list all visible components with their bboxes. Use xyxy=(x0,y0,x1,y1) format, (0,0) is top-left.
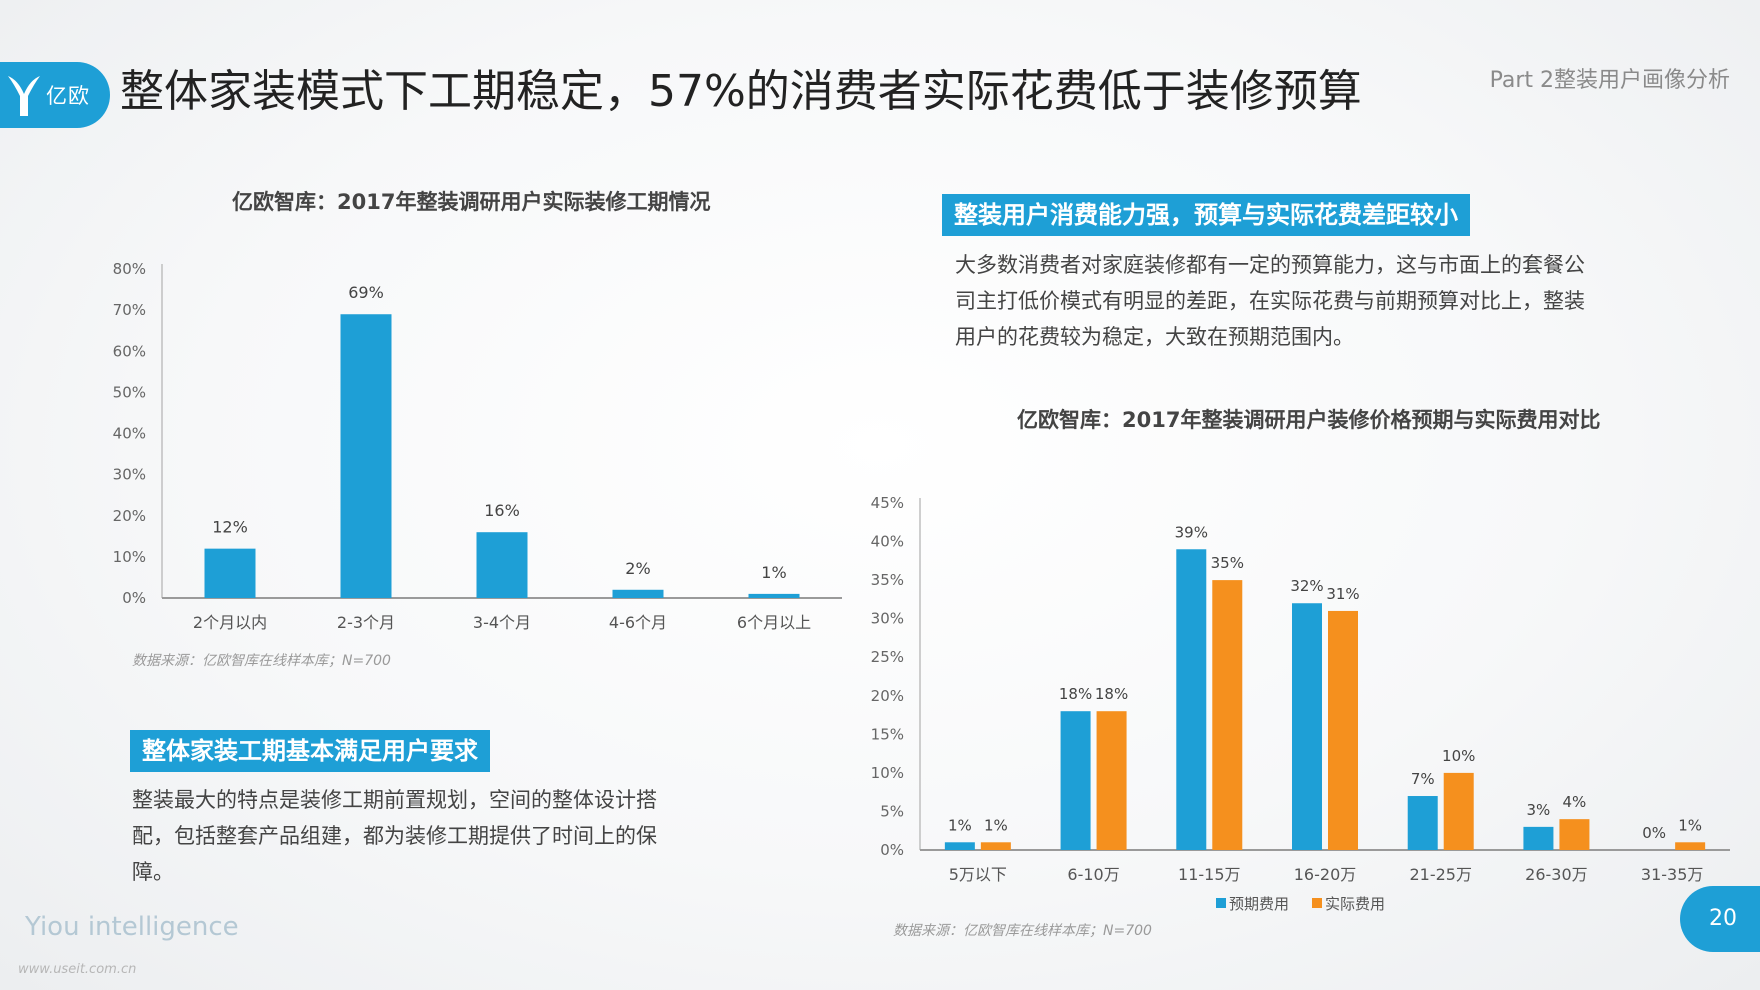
data-label: 1% xyxy=(948,816,972,834)
expected-bar xyxy=(1292,603,1322,850)
y-tick-label: 40% xyxy=(113,425,146,443)
logo-text: 亿欧 xyxy=(46,84,90,108)
actual-bar xyxy=(1559,819,1590,850)
expected-bar xyxy=(1060,711,1091,850)
data-label: 32% xyxy=(1290,577,1323,595)
y-tick-label: 20% xyxy=(871,687,904,705)
yiou-logo-icon xyxy=(8,76,40,116)
y-tick-label: 0% xyxy=(880,841,904,859)
data-label: 0% xyxy=(1642,824,1666,842)
expected-bar xyxy=(1523,826,1554,850)
expected-bar xyxy=(944,842,975,850)
data-label: 12% xyxy=(212,518,248,537)
data-label: 39% xyxy=(1175,523,1208,541)
x-tick-label: 3-4个月 xyxy=(473,613,531,632)
x-tick-label: 2个月以内 xyxy=(193,613,267,632)
x-tick-label: 2-3个月 xyxy=(337,613,395,632)
part-label: Part 2整装用户画像分析 xyxy=(1489,68,1730,93)
right-chart-source: 数据来源：亿欧智库在线样本库；N=700 xyxy=(893,923,1152,939)
bar xyxy=(476,532,528,598)
watermark: www.useit.com.cn xyxy=(18,962,137,977)
y-tick-label: 70% xyxy=(113,301,146,319)
data-label: 18% xyxy=(1059,685,1092,703)
right-chart-title: 亿欧智库：2017年整装调研用户装修价格预期与实际费用对比 xyxy=(1017,408,1601,432)
legend-swatch-actual xyxy=(1312,898,1322,908)
y-tick-label: 10% xyxy=(871,764,904,782)
y-tick-label: 45% xyxy=(871,494,904,512)
legend-swatch-expected xyxy=(1216,898,1226,908)
y-tick-label: 35% xyxy=(871,571,904,589)
x-tick-label: 4-6个月 xyxy=(609,613,667,632)
data-label: 7% xyxy=(1411,770,1435,788)
x-tick-label: 21-25万 xyxy=(1409,865,1472,884)
y-tick-label: 0% xyxy=(122,589,146,607)
page-number: 20 xyxy=(1680,886,1760,952)
data-label: 1% xyxy=(1678,816,1702,834)
y-tick-label: 20% xyxy=(113,507,146,525)
y-tick-label: 5% xyxy=(880,802,904,820)
left-chart-source: 数据来源：亿欧智库在线样本库；N=700 xyxy=(132,653,391,669)
x-tick-label: 31-35万 xyxy=(1641,865,1704,884)
footer-brand: Yiou intelligence xyxy=(25,912,239,942)
left-chart-title: 亿欧智库：2017年整装调研用户实际装修工期情况 xyxy=(232,190,711,214)
y-tick-label: 10% xyxy=(113,548,146,566)
x-tick-label: 26-30万 xyxy=(1525,865,1588,884)
data-label: 1% xyxy=(761,563,786,582)
data-label: 69% xyxy=(348,283,384,302)
x-tick-label: 16-20万 xyxy=(1294,865,1357,884)
x-tick-label: 6-10万 xyxy=(1067,865,1119,884)
actual-bar xyxy=(1443,772,1474,850)
data-label: 10% xyxy=(1442,747,1475,765)
bar xyxy=(748,593,800,598)
data-label: 4% xyxy=(1563,793,1587,811)
y-tick-label: 30% xyxy=(871,610,904,628)
duration-bar-chart: 0% 10% 20% 30% 40% 50% 60% 70% 80% 12% 2个月以内 69% 2-3… xyxy=(113,260,842,632)
bar xyxy=(340,314,392,598)
data-label: 1% xyxy=(984,816,1008,834)
actual-bar xyxy=(980,842,1011,850)
data-label: 35% xyxy=(1211,554,1244,572)
data-label: 2% xyxy=(625,559,650,578)
left-section-paragraph: 整装最大的特点是装修工期前置规划，空间的整体设计搭配，包括整套产品组建，都为装修… xyxy=(132,788,657,884)
y-tick-label: 60% xyxy=(113,342,146,360)
expected-bar xyxy=(1407,796,1438,850)
expected-bar xyxy=(1176,549,1207,850)
y-tick-label: 50% xyxy=(113,383,146,401)
bar xyxy=(612,589,664,598)
left-section-header: 整体家装工期基本满足用户要求 xyxy=(130,730,490,772)
actual-bar xyxy=(1212,580,1243,850)
right-section-paragraph: 大多数消费者对家庭装修都有一定的预算能力，这与市面上的套餐公司主打低价模式有明显… xyxy=(955,253,1585,349)
x-tick-label: 6个月以上 xyxy=(737,613,811,632)
data-label: 16% xyxy=(484,501,520,520)
data-label: 31% xyxy=(1326,585,1359,603)
x-tick-label: 5万以下 xyxy=(949,865,1007,884)
y-tick-label: 80% xyxy=(113,260,146,278)
page-title: 整体家装模式下工期稳定，57%的消费者实际花费低于装修预算 xyxy=(120,66,1362,117)
actual-bar xyxy=(1675,842,1706,850)
actual-bar xyxy=(1328,610,1358,850)
y-tick-label: 25% xyxy=(871,648,904,666)
data-label: 18% xyxy=(1095,685,1128,703)
y-tick-label: 15% xyxy=(871,725,904,743)
right-section-header: 整装用户消费能力强，预算与实际花费差距较小 xyxy=(942,194,1470,236)
logo-badge: 亿欧 xyxy=(0,62,110,128)
bar xyxy=(204,548,256,598)
legend-label: 预期费用 xyxy=(1229,895,1289,913)
x-tick-label: 11-15万 xyxy=(1178,865,1241,884)
data-label: 3% xyxy=(1527,801,1551,819)
legend-label: 实际费用 xyxy=(1325,895,1385,913)
actual-bar xyxy=(1096,711,1127,850)
y-tick-label: 30% xyxy=(113,466,146,484)
y-tick-label: 40% xyxy=(871,533,904,551)
